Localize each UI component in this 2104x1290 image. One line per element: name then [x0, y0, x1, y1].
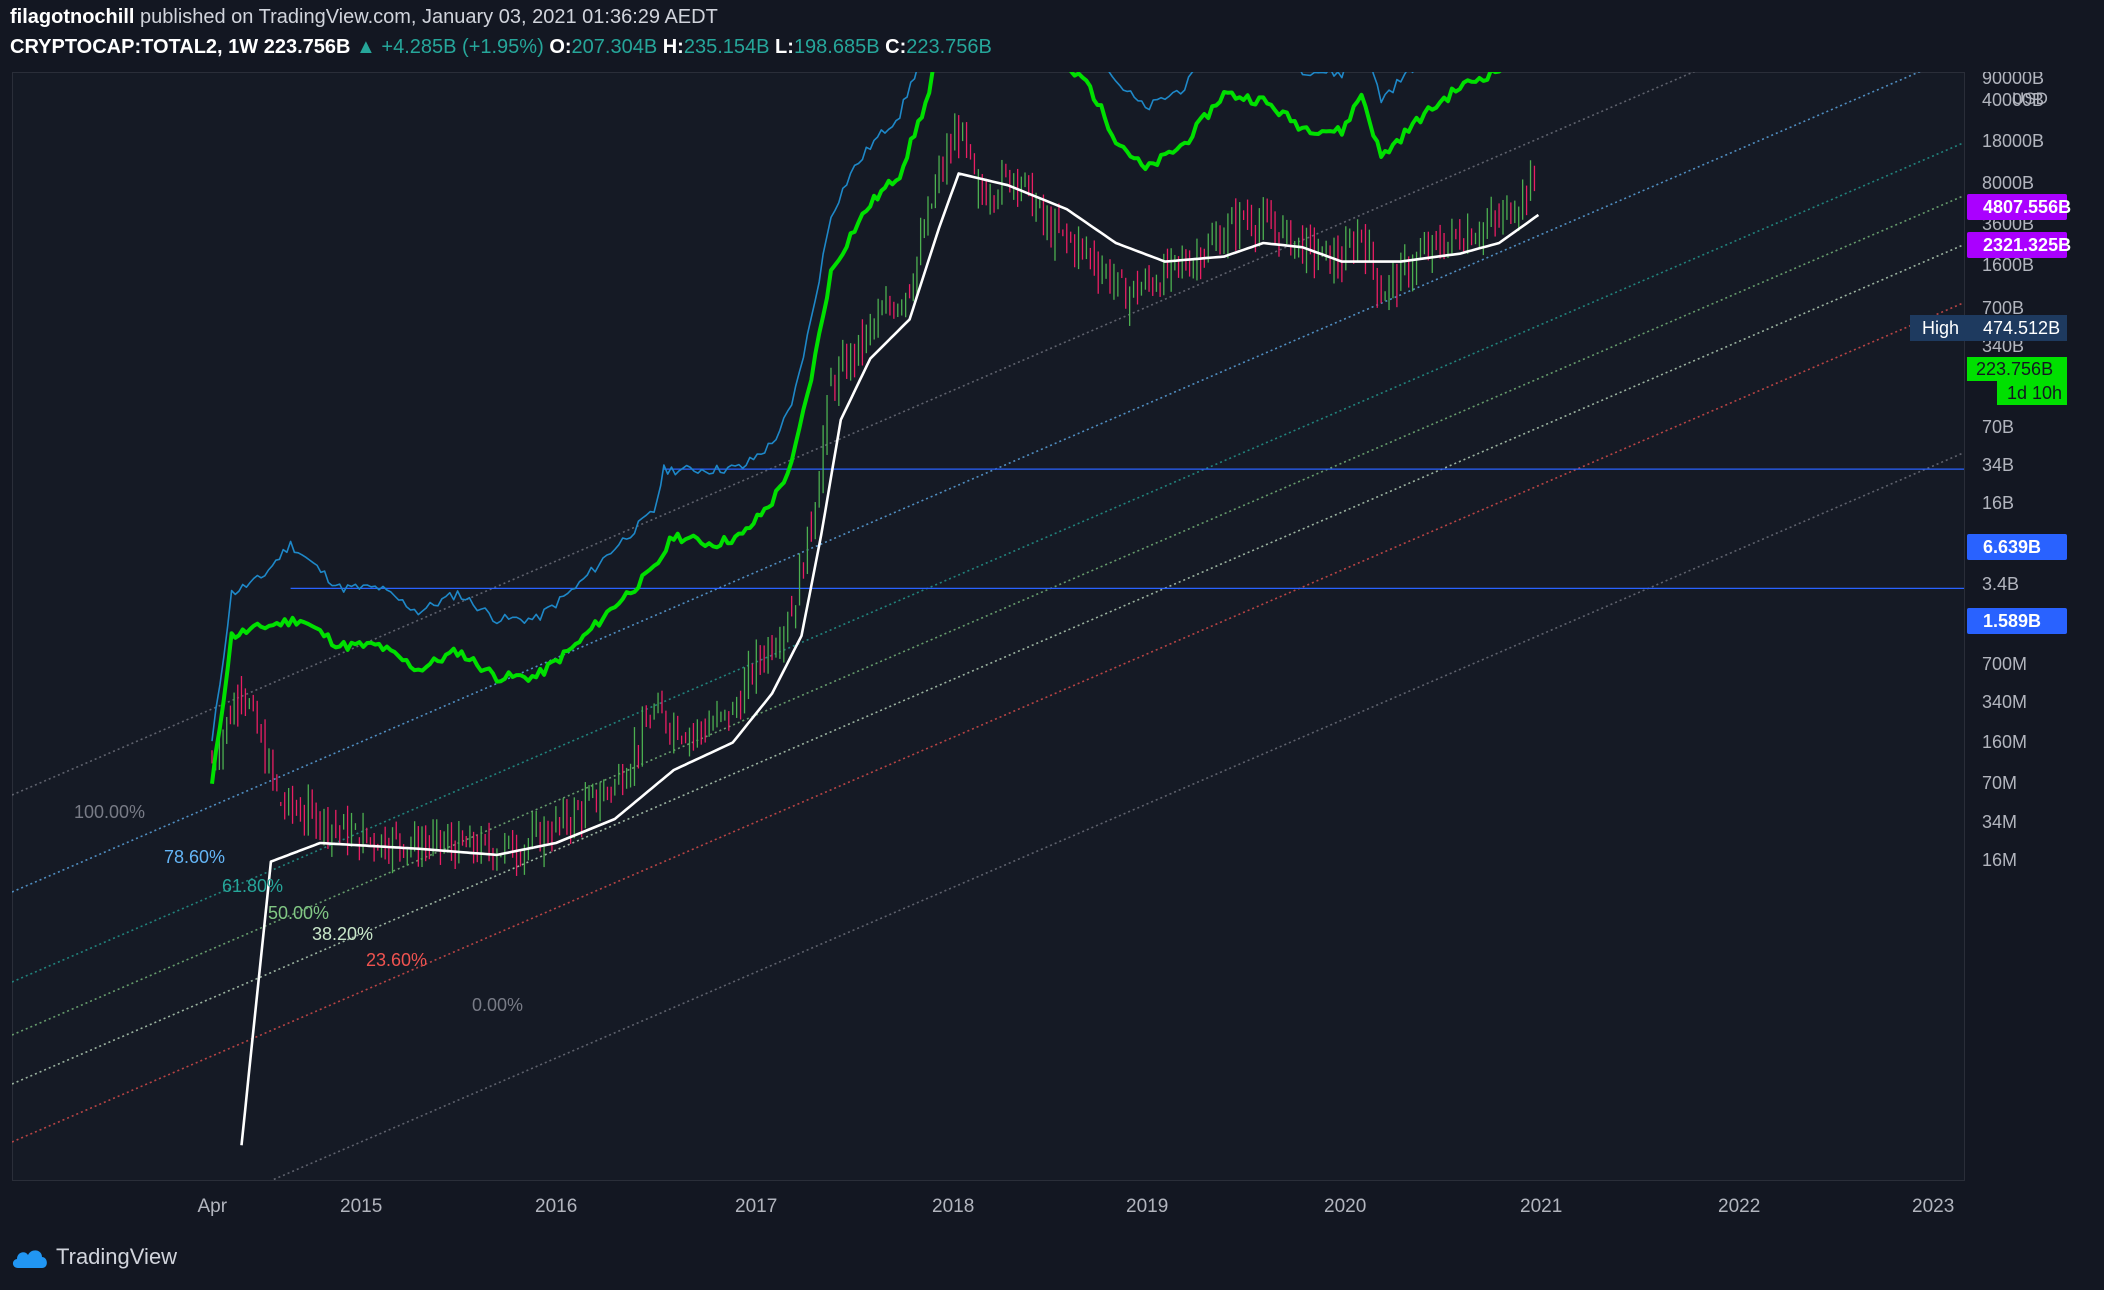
- x-tick-label: 2018: [932, 1196, 974, 1217]
- currency-label: USD: [2012, 89, 2048, 108]
- fib-channel-line: [270, 451, 1964, 1180]
- published-text: published on TradingView.com, January 03…: [140, 6, 718, 28]
- plot-layer: [12, 72, 1964, 1180]
- price-change: +4.285B (+1.95%): [381, 36, 544, 58]
- price-label-text: 1.589B: [1983, 611, 2041, 631]
- price-label-text: 4807.556B: [1983, 197, 2071, 217]
- fib-level-label: 100.00%: [74, 802, 145, 822]
- fib-level-label: 0.00%: [472, 995, 523, 1015]
- y-tick-label: 70B: [1982, 417, 2014, 437]
- y-tick-label: 700M: [1982, 654, 2027, 674]
- y-tick-label: 16B: [1982, 493, 2014, 513]
- close-label: C:: [885, 36, 907, 58]
- countdown-box: [1997, 381, 2067, 405]
- y-tick-label: 340M: [1982, 692, 2027, 712]
- open-label: O:: [549, 36, 572, 58]
- green-projection-line: [210, 72, 1502, 784]
- fib-channel-line: [12, 243, 1964, 1085]
- high-value: 235.154B: [683, 36, 770, 58]
- high-label-value: 474.512B: [1983, 318, 2060, 338]
- fib-channel-line: [12, 72, 1696, 796]
- last-price-text: 223.756B: [1976, 359, 2053, 379]
- x-tick-label: 2021: [1520, 1196, 1562, 1217]
- y-tick-label: 34M: [1982, 812, 2017, 832]
- price-label-box: [1967, 194, 2067, 220]
- price-label-box: [1967, 608, 2067, 634]
- fib-level-label: 78.60%: [164, 847, 225, 867]
- symbol-name: CRYPTOCAP:TOTAL2, 1W: [10, 36, 259, 58]
- x-tick-label: 2022: [1718, 1196, 1760, 1217]
- fib-channel-line: [12, 194, 1964, 1036]
- low-label: L:: [775, 36, 794, 58]
- y-tick-label: 16M: [1982, 850, 2017, 870]
- blue-projection-line: [211, 72, 1414, 742]
- y-tick-label: 8000B: [1982, 173, 2034, 193]
- y-tick-label: 40000B: [1982, 90, 2044, 110]
- publish-line: filagotnochill published on TradingView.…: [10, 6, 718, 29]
- price-label-text: 6.639B: [1983, 537, 2041, 557]
- y-tick-label: 70M: [1982, 773, 2017, 793]
- x-tick-label: Apr: [198, 1196, 228, 1217]
- countdown-text: 1d 10h: [2007, 383, 2062, 403]
- fib-channel-line: [12, 72, 1922, 893]
- price-label-text: 2321.325B: [1983, 235, 2071, 255]
- last-price-box: [1967, 357, 2067, 381]
- last-price: 223.756B: [263, 36, 351, 58]
- low-value: 198.685B: [793, 36, 880, 58]
- high-label-text: High: [1922, 318, 1959, 338]
- open-value: 207.304B: [571, 36, 658, 58]
- y-tick-label: 34B: [1982, 455, 2014, 475]
- author-name[interactable]: filagotnochill: [10, 6, 135, 28]
- up-arrow-icon: ▲: [356, 36, 376, 58]
- fib-channel-line: [12, 141, 1964, 983]
- y-tick-label: 3.4B: [1982, 574, 2019, 594]
- x-tick-label: 2015: [340, 1196, 382, 1217]
- symbol-line: CRYPTOCAP:TOTAL2, 1W 223.756B ▲ +4.285B …: [10, 36, 992, 59]
- fib-level-label: 61.80%: [222, 876, 283, 896]
- y-tick-label: 18000B: [1982, 131, 2044, 151]
- price-label-box: [1967, 232, 2067, 258]
- x-tick-label: 2023: [1912, 1196, 1954, 1217]
- y-tick-label: 1600B: [1982, 255, 2034, 275]
- plot-area: [12, 72, 1965, 1181]
- price-chart[interactable]: 100.00% 78.60% 61.80% 50.00%38.20% 23.60% 0.0…: [12, 72, 2092, 1232]
- close-value: 223.756B: [906, 36, 992, 58]
- x-tick-label: 2016: [535, 1196, 577, 1217]
- high-label-box: [1910, 315, 2067, 341]
- high-label: H:: [662, 36, 684, 58]
- y-tick-label: 700B: [1982, 298, 2024, 318]
- fib-channel-line: [12, 301, 1964, 1143]
- brand-text: TradingView: [56, 1244, 178, 1269]
- fib-level-label: 50.00%: [268, 903, 329, 923]
- y-tick-label: 160M: [1982, 732, 2027, 752]
- y-tick-label: 90000B: [1982, 72, 2044, 88]
- price-label-box: [1967, 534, 2067, 560]
- fib-level-label: 23.60%: [366, 950, 427, 970]
- tradingview-logo[interactable]: TradingView: [10, 1244, 177, 1270]
- tradingview-cloud-icon: [12, 1250, 47, 1268]
- x-tick-label: 2017: [735, 1196, 777, 1217]
- x-tick-label: 2020: [1324, 1196, 1366, 1217]
- white-ma-line: [240, 172, 1540, 1146]
- fib-level-label: 38.20%: [312, 924, 373, 944]
- x-tick-label: 2019: [1126, 1196, 1168, 1217]
